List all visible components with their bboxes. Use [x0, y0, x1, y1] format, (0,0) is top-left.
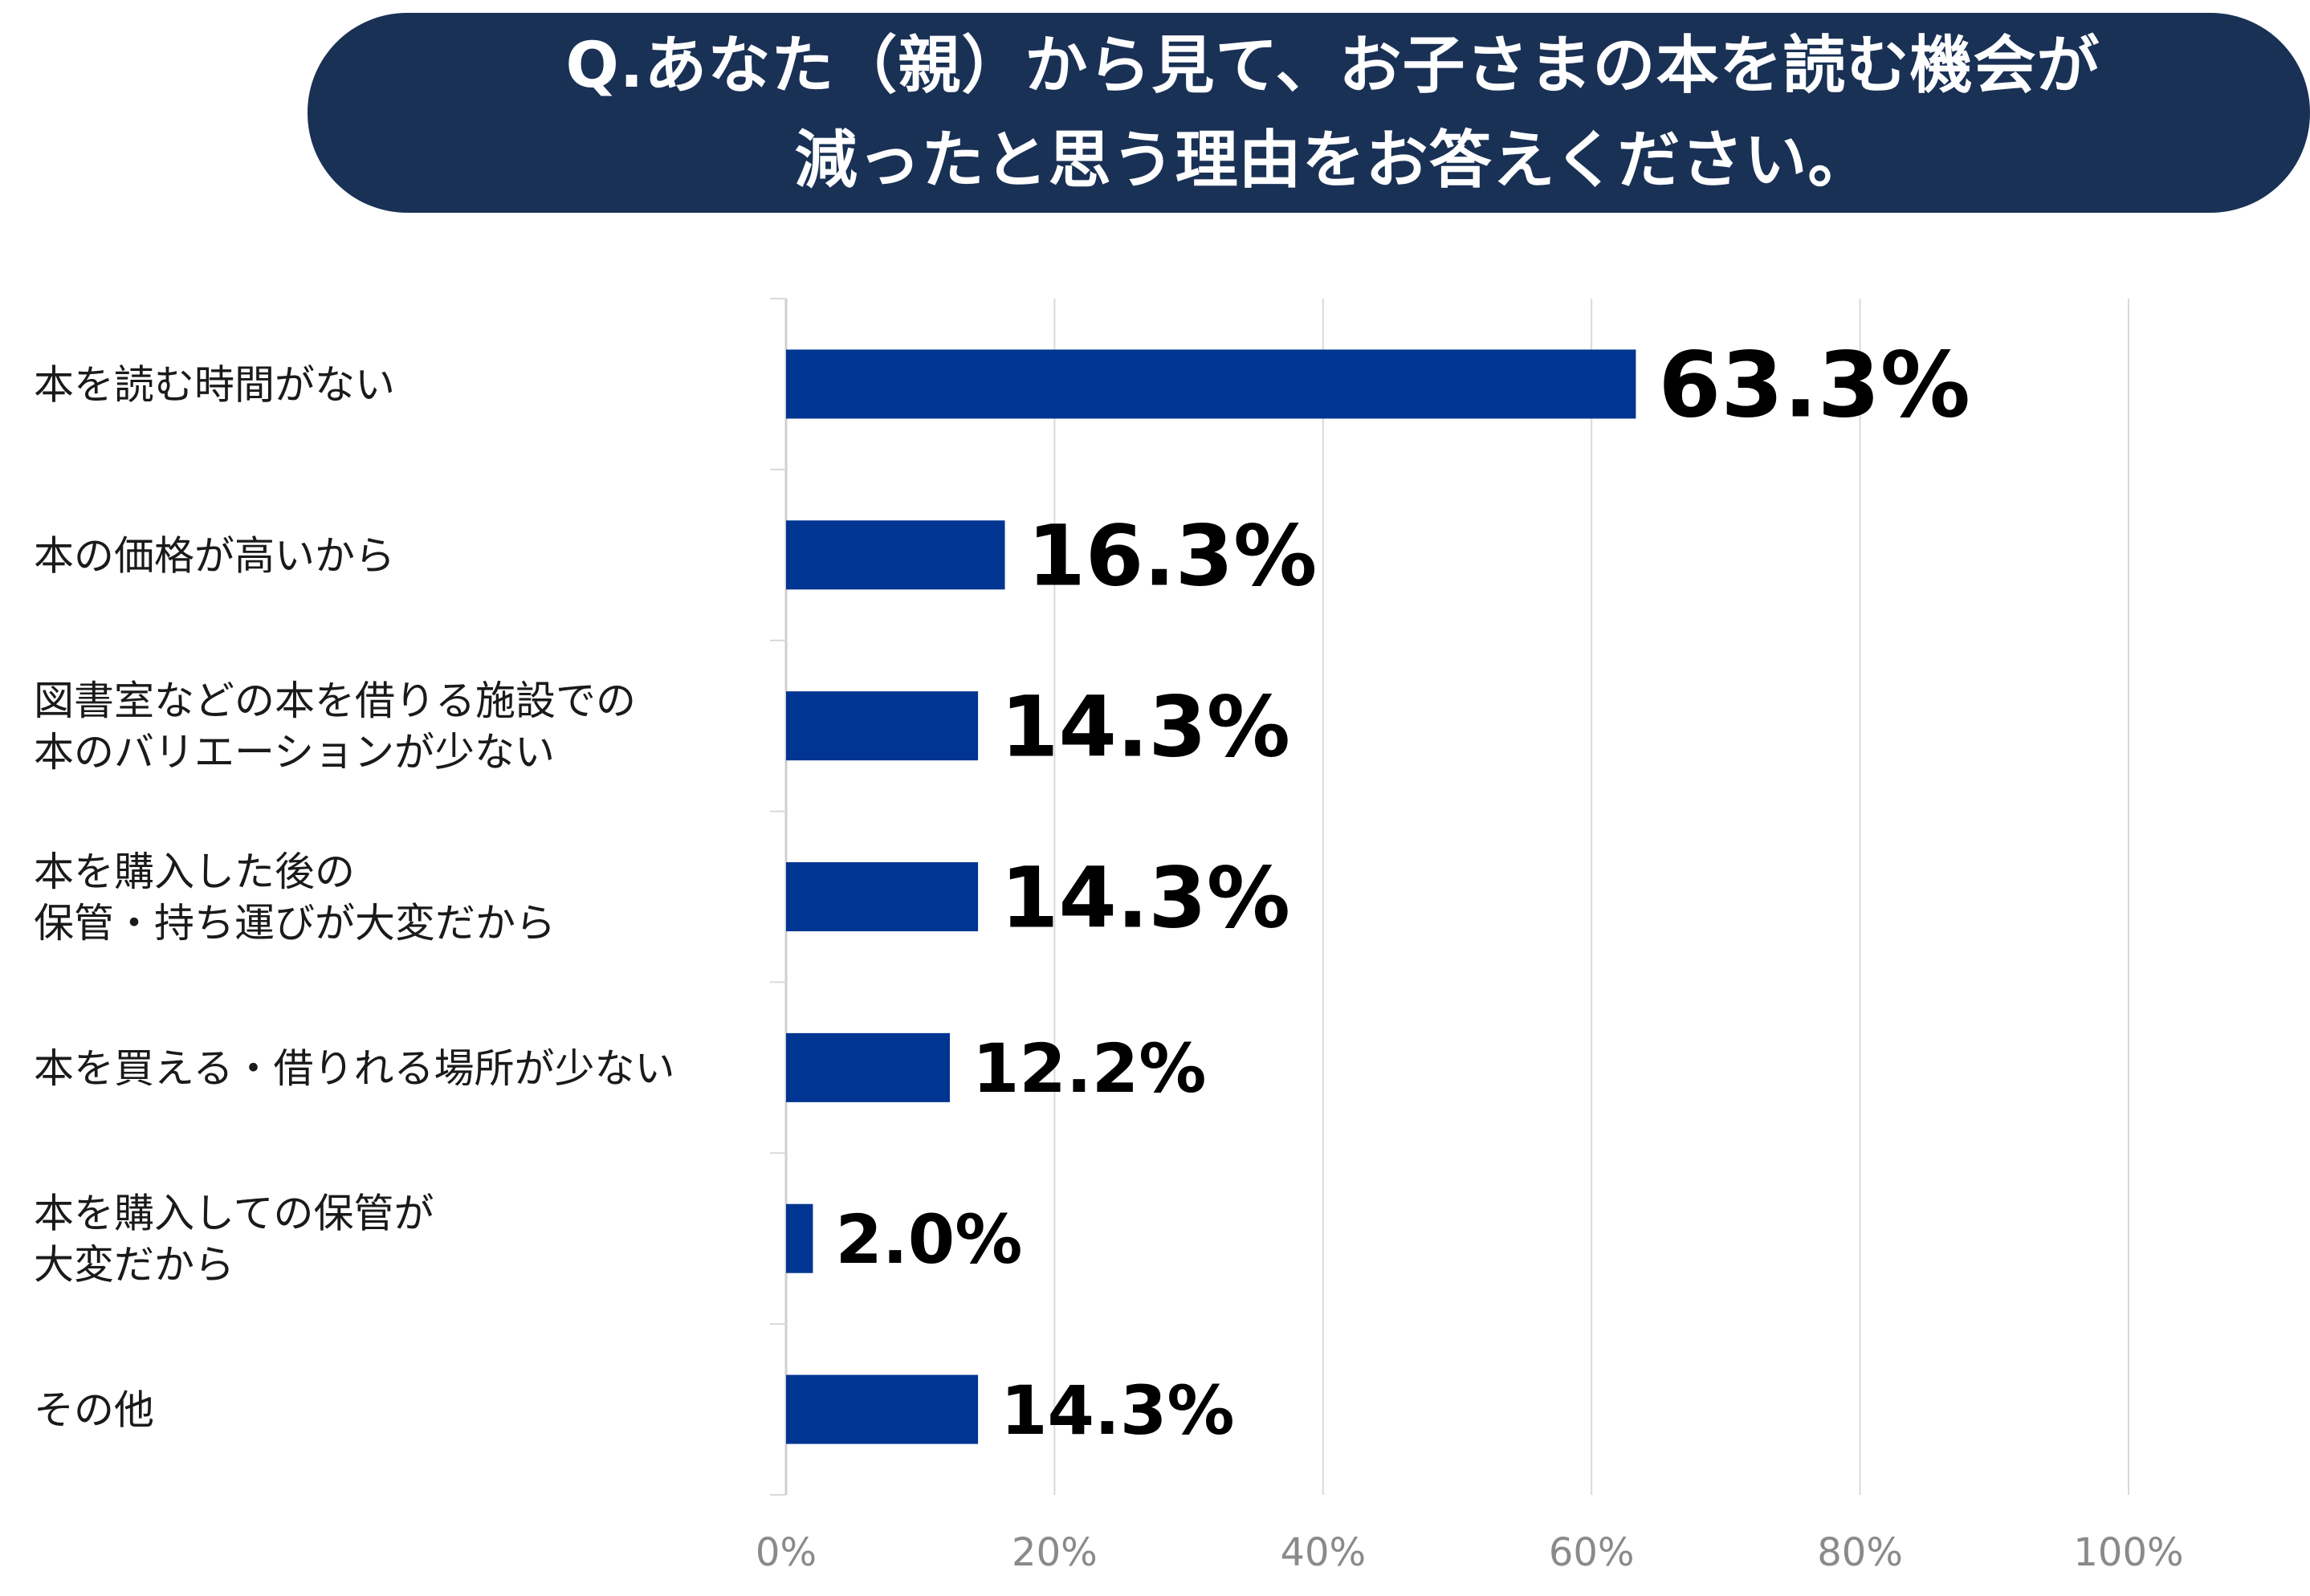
category-label: 本を購入しての保管が — [34, 1191, 434, 1237]
value-label: 14.3% — [1000, 1371, 1234, 1450]
category-label: 大変だから — [34, 1242, 234, 1289]
value-label: 12.2% — [972, 1029, 1206, 1108]
category-label: 本のバリエーションが少ない — [34, 729, 555, 776]
value-label: 14.3% — [1000, 849, 1290, 947]
value-label: 63.3% — [1658, 334, 1970, 438]
category-label: 本の価格が高いから — [34, 532, 395, 579]
x-tick-label: 0% — [756, 1530, 817, 1575]
category-label: 本を読む時間がない — [34, 361, 395, 408]
bar — [786, 691, 979, 761]
question-title-line-1: Q.あなた（親）から見て、お子さまの本を読む機会が — [565, 29, 2100, 102]
x-tick-label: 40% — [1280, 1530, 1366, 1575]
x-tick-label: 100% — [2073, 1530, 2183, 1575]
category-label: その他 — [34, 1387, 154, 1434]
bar — [786, 1374, 979, 1444]
value-label: 16.3% — [1028, 507, 1318, 605]
question-title-line-2: 減ったと思う理由をお答えください。 — [794, 124, 1872, 197]
value-label: 2.0% — [835, 1200, 1022, 1279]
category-label: 本を購入した後の — [34, 849, 355, 895]
bar — [786, 862, 979, 931]
category-label: 本を買える・借りれる場所が少ない — [34, 1045, 675, 1092]
x-tick-label: 20% — [1012, 1530, 1098, 1575]
bar — [786, 520, 1005, 590]
category-label: 図書室などの本を借りる施設での — [34, 678, 636, 724]
x-tick-label: 60% — [1549, 1530, 1635, 1575]
value-label: 14.3% — [1000, 678, 1290, 776]
x-tick-label: 80% — [1817, 1530, 1903, 1575]
bar — [786, 1203, 813, 1273]
bar — [786, 1032, 950, 1102]
question-title-banner: Q.あなた（親）から見て、お子さまの本を読む機会が 減ったと思う理由をお答えくだ… — [308, 13, 2310, 213]
bar — [786, 349, 1636, 419]
category-label: 保管・持ち運びが大変だから — [34, 900, 556, 947]
